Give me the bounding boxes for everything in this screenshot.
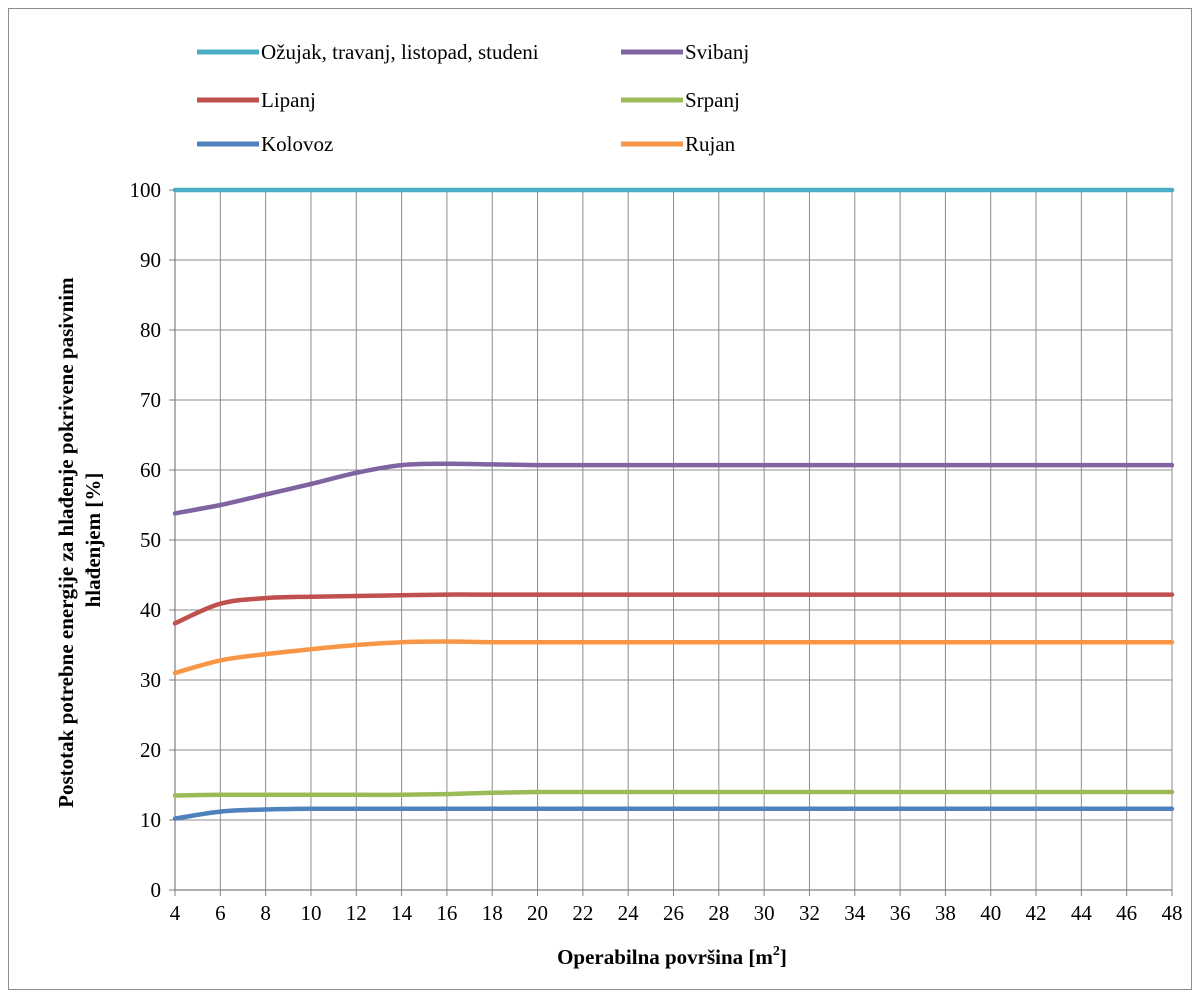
y-tick-label: 70 (140, 388, 161, 412)
x-tick-label: 20 (527, 901, 548, 925)
legend: Ožujak, travanj, listopad, studeni Sviban… (197, 40, 749, 156)
x-tick-label: 10 (300, 901, 321, 925)
legend-label: Srpanj (685, 88, 740, 112)
series-line-5 (172, 806, 1175, 821)
x-axis-title: Operabilna površina [m2] (557, 944, 787, 969)
series-line-6 (172, 639, 1175, 676)
y-tick-label: 60 (140, 458, 161, 482)
y-tick-label: 50 (140, 528, 161, 552)
x-tick-label: 46 (1116, 901, 1137, 925)
grid (174, 189, 1173, 891)
x-tick-label: 40 (980, 901, 1001, 925)
y-tick-label: 80 (140, 318, 161, 342)
series-line-2 (172, 461, 1175, 516)
x-tick-label: 26 (663, 901, 684, 925)
y-tick-label: 40 (140, 598, 161, 622)
legend-label: Lipanj (261, 88, 316, 112)
x-tick-label: 18 (482, 901, 503, 925)
x-tick-label: 24 (618, 901, 640, 925)
x-tick-label: 32 (799, 901, 820, 925)
series-line-4 (172, 789, 1175, 798)
y-axis-title-line1: Postotak potrebne energije za hlađenje p… (54, 277, 78, 808)
x-tick-label: 30 (754, 901, 775, 925)
chart-frame (8, 8, 1192, 990)
x-tick-label: 48 (1162, 901, 1183, 925)
x-tick-label: 34 (844, 901, 866, 925)
x-tick-label: 28 (708, 901, 729, 925)
x-tick-label: 42 (1026, 901, 1047, 925)
y-tick-label: 100 (130, 178, 162, 202)
x-tick-label: 16 (436, 901, 457, 925)
legend-label: Ožujak, travanj, listopad, studeni (261, 40, 539, 64)
legend-label: Kolovoz (261, 132, 333, 156)
x-tick-label: 8 (260, 901, 271, 925)
x-tick-label: 22 (572, 901, 593, 925)
x-tick-label: 38 (935, 901, 956, 925)
y-tick-label: 30 (140, 668, 161, 692)
y-tick-label: 90 (140, 248, 161, 272)
y-axis-title-line2: hlađenjem [%] (81, 473, 105, 608)
x-tick-label: 6 (215, 901, 226, 925)
legend-label: Rujan (685, 132, 736, 156)
series-line-3 (172, 592, 1175, 626)
y-tick-label: 0 (151, 878, 162, 902)
y-tick-label: 20 (140, 738, 161, 762)
series-lines (172, 187, 1175, 821)
legend-label: Svibanj (685, 40, 749, 64)
y-tick-label: 10 (140, 808, 161, 832)
x-tick-label: 14 (391, 901, 413, 925)
x-tick-label: 36 (890, 901, 911, 925)
axes (169, 189, 1173, 896)
x-tick-label: 12 (346, 901, 367, 925)
x-tick-label: 44 (1071, 901, 1093, 925)
y-axis-title: Postotak potrebne energije za hlađenje p… (54, 272, 105, 808)
x-tick-label: 4 (170, 901, 181, 925)
